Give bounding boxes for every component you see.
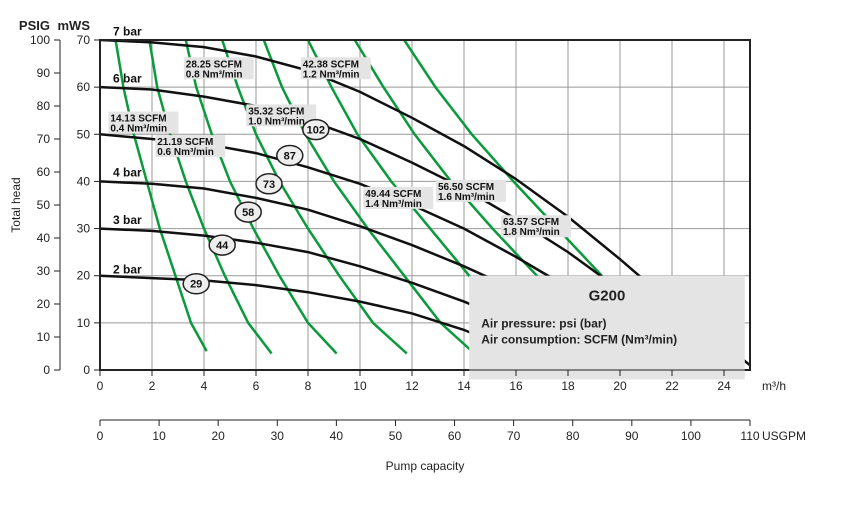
pressure-curve-label: 4 bar <box>113 166 142 180</box>
psi-marker-value: 58 <box>242 207 254 219</box>
x-tick-m3h: 16 <box>509 379 523 393</box>
y-tick-mws: 50 <box>77 127 91 141</box>
y-tick-mws: 0 <box>83 363 90 377</box>
chart-subtitle-2: Air consumption: SCFM (Nm³/min) <box>481 333 677 347</box>
x-tick-usgpm: 110 <box>740 429 759 443</box>
y-tick-psig: 20 <box>37 297 51 311</box>
x-axis-title: Pump capacity <box>386 459 465 473</box>
nm3-value: 1.0 Nm³/min <box>248 116 305 127</box>
y-tick-mws: 30 <box>77 222 91 236</box>
y-tick-mws: 10 <box>77 316 91 330</box>
x-tick-m3h: 24 <box>717 379 731 393</box>
nm3-value: 1.2 Nm³/min <box>303 69 360 80</box>
nm3-value: 0.4 Nm³/min <box>110 124 167 135</box>
y-tick-psig: 50 <box>37 198 51 212</box>
y-tick-psig: 0 <box>43 363 50 377</box>
y-axis-psig-label: PSIG <box>19 18 50 33</box>
x-tick-m3h: 12 <box>405 379 419 393</box>
psi-marker-value: 102 <box>307 125 325 137</box>
y-tick-psig: 100 <box>30 33 50 47</box>
x-tick-m3h: 20 <box>613 379 627 393</box>
x-tick-m3h: 22 <box>665 379 679 393</box>
y-tick-psig: 80 <box>37 99 51 113</box>
y-tick-psig: 60 <box>37 165 51 179</box>
x-tick-m3h: 14 <box>457 379 471 393</box>
y-tick-psig: 70 <box>37 132 51 146</box>
x-tick-usgpm: 90 <box>625 429 639 443</box>
x-tick-m3h: 8 <box>305 379 312 393</box>
chart-subtitle-1: Air pressure: psi (bar) <box>481 317 606 331</box>
x-tick-usgpm: 50 <box>389 429 403 443</box>
y-axis-title: Total head <box>9 177 23 232</box>
nm3-value: 1.8 Nm³/min <box>503 227 560 238</box>
x-axis-usgpm-label: USGPM <box>762 429 806 443</box>
x-tick-usgpm: 70 <box>507 429 521 443</box>
psi-marker-value: 29 <box>190 279 202 291</box>
psi-marker-value: 44 <box>216 240 229 252</box>
nm3-value: 1.6 Nm³/min <box>438 192 495 203</box>
x-tick-usgpm: 10 <box>152 429 166 443</box>
x-axis-m3h-label: m³/h <box>762 379 786 393</box>
y-tick-psig: 40 <box>37 231 51 245</box>
x-tick-m3h: 2 <box>149 379 156 393</box>
y-tick-psig: 30 <box>37 264 51 278</box>
x-tick-usgpm: 100 <box>681 429 701 443</box>
y-tick-mws: 60 <box>77 80 91 94</box>
y-tick-mws: 20 <box>77 269 91 283</box>
x-tick-usgpm: 80 <box>566 429 580 443</box>
y-tick-mws: 40 <box>77 174 91 188</box>
psi-marker-value: 73 <box>263 179 275 191</box>
y-tick-mws: 70 <box>77 33 91 47</box>
x-tick-usgpm: 60 <box>448 429 462 443</box>
pump-performance-chart: 7 bar6 bar5 bar4 bar3 bar2 bar14.13 SCFM… <box>0 0 859 513</box>
nm3-value: 0.6 Nm³/min <box>157 147 214 158</box>
x-tick-usgpm: 40 <box>330 429 344 443</box>
x-tick-m3h: 18 <box>561 379 575 393</box>
x-tick-m3h: 10 <box>353 379 367 393</box>
chart-title: G200 <box>589 288 626 305</box>
pressure-curve-label: 6 bar <box>113 71 142 85</box>
pressure-curve-label: 7 bar <box>113 24 142 38</box>
psi-marker-value: 87 <box>284 151 296 163</box>
y-tick-psig: 90 <box>37 66 51 80</box>
x-tick-m3h: 6 <box>253 379 260 393</box>
nm3-value: 1.4 Nm³/min <box>365 199 422 210</box>
y-tick-psig: 10 <box>37 330 51 344</box>
x-tick-usgpm: 20 <box>212 429 226 443</box>
x-tick-usgpm: 0 <box>97 429 104 443</box>
y-axis-mws-label: mWS <box>58 18 91 33</box>
nm3-value: 0.8 Nm³/min <box>186 69 243 80</box>
x-tick-m3h: 0 <box>97 379 104 393</box>
x-tick-usgpm: 30 <box>271 429 285 443</box>
x-tick-m3h: 4 <box>201 379 208 393</box>
pressure-curve-label: 2 bar <box>113 262 142 276</box>
pressure-curve-label: 3 bar <box>113 213 142 227</box>
